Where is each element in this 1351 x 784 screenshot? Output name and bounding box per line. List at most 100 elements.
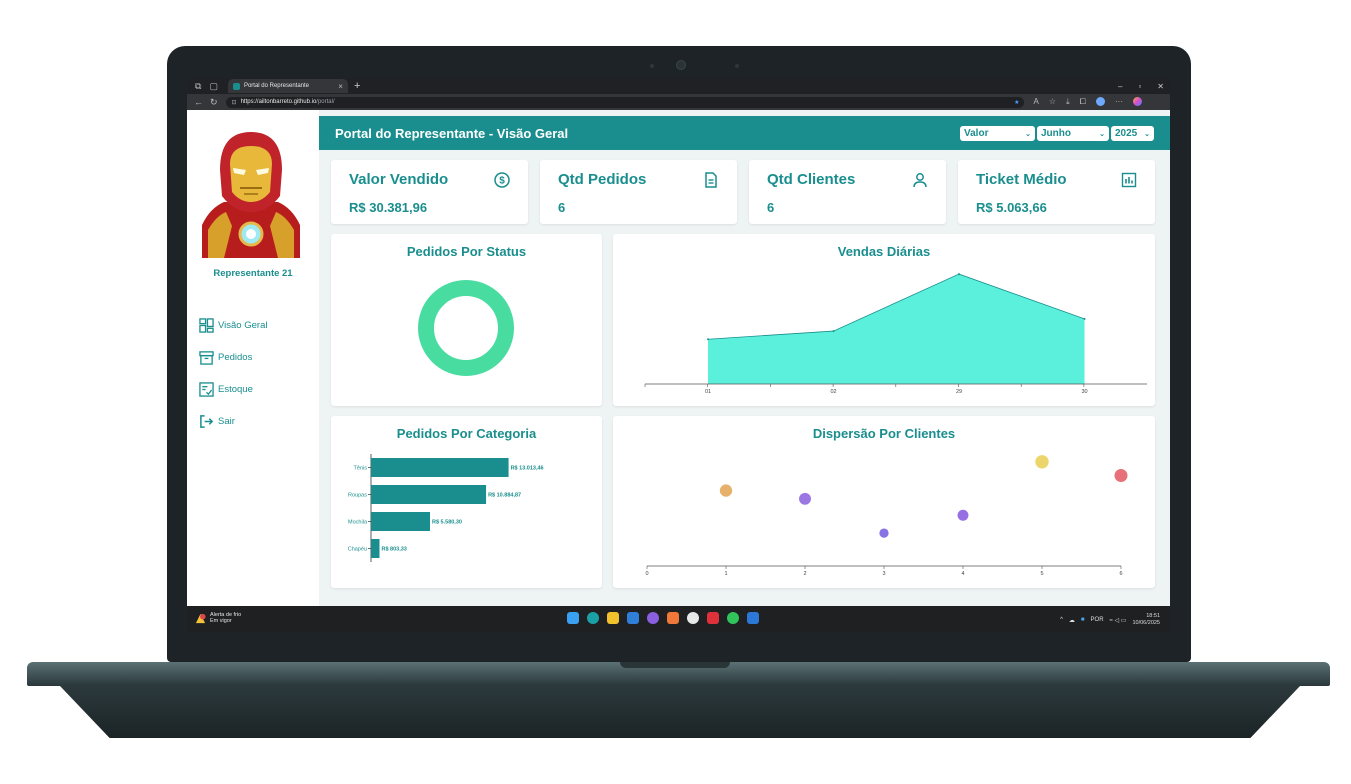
user-icon: [913, 173, 927, 188]
page-header: Portal do Representante - Visão Geral Va…: [319, 116, 1170, 150]
outlook-icon[interactable]: [747, 612, 759, 624]
sensor-dot: [735, 64, 739, 68]
month-select[interactable]: Junho ⌄: [1037, 126, 1109, 141]
cloud-icon[interactable]: ☁: [1068, 617, 1075, 624]
alert-title: Alerta de frio: [210, 612, 242, 618]
url-field[interactable]: ⊡ https://ailtonbarreto.github.io/portal…: [225, 96, 1024, 108]
avatar: [202, 132, 300, 258]
chevron-down-icon: ⌄: [1144, 130, 1150, 138]
category-label: Chapéu: [348, 547, 367, 553]
tab-actions-icon[interactable]: ▢: [209, 80, 218, 91]
logout-icon: [200, 415, 214, 428]
refresh-icon[interactable]: ↻: [210, 96, 218, 107]
kpi-value: 6: [767, 200, 775, 215]
language[interactable]: POR: [1090, 617, 1104, 623]
webcam: [676, 60, 686, 70]
back-icon[interactable]: ←: [194, 97, 203, 107]
more-icon[interactable]: ···: [1115, 97, 1124, 106]
kpi-card-qtd-clientes: Qtd Clientes 6: [749, 160, 946, 224]
x-tick-label: 30: [1081, 389, 1087, 395]
browser-tabbar: ⧉ ▢ Portal do Representante × + – ▫ ✕: [187, 78, 1170, 94]
scatter-point: [799, 492, 811, 505]
panel-vendas-diarias: Vendas Diárias 01 02 29 30: [613, 234, 1155, 406]
app-tray-icon[interactable]: ■: [1080, 617, 1085, 623]
bar: [371, 539, 380, 558]
sidebar-item-label: Pedidos: [218, 352, 253, 363]
kpi-value: R$ 5.063,66: [976, 200, 1047, 215]
area-point: [832, 330, 835, 333]
archive-box-icon: [199, 351, 214, 365]
sidebar-item-visao-geral[interactable]: Visão Geral: [199, 318, 267, 333]
panel-title: Dispersão Por Clientes: [812, 426, 956, 441]
favorites-icon[interactable]: ☆: [1048, 97, 1057, 106]
area-chart: 01 02 29 30: [644, 273, 1147, 395]
x-tick-label: 4: [961, 571, 964, 577]
area-point: [958, 273, 960, 276]
favorite-star-icon[interactable]: ★: [1014, 99, 1020, 106]
youtube-icon[interactable]: [707, 612, 719, 624]
kpi-card-qtd-pedidos: Qtd Pedidos 6: [540, 160, 737, 224]
scatter-point: [879, 528, 889, 538]
kpi-title: Valor Vendido: [349, 171, 449, 188]
taskbar-apps: [567, 612, 759, 624]
start-icon[interactable]: [567, 612, 579, 624]
category-label: Mochila: [348, 520, 368, 526]
minimize-icon[interactable]: –: [1118, 81, 1123, 91]
dollar-circle-icon: $: [494, 172, 510, 188]
weather-alert[interactable]: Alerta de frio Em vigor: [195, 612, 241, 624]
kpi-title: Qtd Clientes: [767, 171, 856, 188]
clock[interactable]: 18:51 10/06/2025: [1132, 613, 1160, 627]
downloads-icon[interactable]: ⤓: [1066, 97, 1070, 106]
chevron-up-icon[interactable]: ^: [1060, 617, 1063, 623]
checklist-icon: [199, 382, 214, 397]
read-aloud-icon[interactable]: A: [1033, 97, 1039, 106]
metric-select[interactable]: Valor ⌄: [960, 126, 1035, 141]
warning-icon: [195, 613, 206, 623]
x-tick-label: 01: [705, 389, 711, 395]
x-tick-label: 3: [882, 571, 885, 577]
scatter-point: [957, 509, 969, 521]
year-select[interactable]: 2025 ⌄: [1111, 126, 1154, 141]
favicon-icon: [232, 82, 240, 90]
maximize-icon[interactable]: ▫: [1138, 81, 1142, 91]
sidebar-item-sair[interactable]: Sair: [199, 414, 235, 429]
alert-sub: Em vigor: [210, 618, 232, 624]
vscode-icon[interactable]: [627, 612, 639, 624]
workspaces-icon[interactable]: ⧉: [195, 80, 202, 91]
collections-icon[interactable]: ⧠: [1079, 97, 1087, 106]
panel-pedidos-categoria: Pedidos Por Categoria Tênis R$ 13.013,46 R…: [331, 416, 602, 588]
sidebar: Representante 21 Visão Geral Pedidos: [187, 110, 319, 606]
close-tab-icon[interactable]: ×: [338, 81, 343, 91]
browser-tab[interactable]: Portal do Representante ×: [227, 79, 348, 93]
sidebar-item-pedidos[interactable]: Pedidos: [199, 350, 252, 365]
scatter-point: [1035, 455, 1049, 469]
github-icon[interactable]: [647, 612, 659, 624]
figma-icon[interactable]: [667, 612, 679, 624]
metric-select-value: Valor: [964, 128, 989, 139]
system-tray: ^ ☁ ■ POR ≈ ◁ ▭ 18:51 10/06/2025: [1060, 613, 1160, 627]
file-explorer-icon[interactable]: [607, 612, 619, 624]
url-host: https://ailtonbarreto.github.io: [240, 99, 317, 105]
sidebar-item-estoque[interactable]: Estoque: [199, 382, 253, 397]
x-tick-label: 5: [1040, 571, 1043, 577]
new-tab-icon[interactable]: +: [353, 80, 361, 92]
panel-title: Pedidos Por Status: [406, 244, 527, 259]
x-tick-label: 0: [645, 571, 648, 577]
edge-icon[interactable]: [587, 612, 599, 624]
month-select-value: Junho: [1041, 128, 1071, 139]
data-label: R$ 803,33: [381, 547, 406, 553]
kpi-card-ticket-medio: Ticket Médio R$ 5.063,66: [958, 160, 1155, 224]
close-window-icon[interactable]: ✕: [1157, 81, 1164, 91]
panel-title: Vendas Diárias: [837, 244, 931, 259]
wifi-volume-battery-icon[interactable]: ≈ ◁ ▭: [1109, 617, 1127, 624]
whatsapp-icon[interactable]: [727, 612, 739, 624]
chrome-icon[interactable]: [687, 612, 699, 624]
x-tick-label: 02: [830, 389, 836, 395]
sensor-dot: [650, 64, 654, 68]
profile-icon[interactable]: [1096, 97, 1106, 106]
panel-pedidos-status: Pedidos Por Status: [331, 234, 602, 406]
sidebar-item-label: Estoque: [218, 384, 253, 395]
donut-chart: [418, 280, 514, 376]
chevron-down-icon: ⌄: [1025, 130, 1031, 138]
copilot-icon[interactable]: [1133, 97, 1143, 106]
